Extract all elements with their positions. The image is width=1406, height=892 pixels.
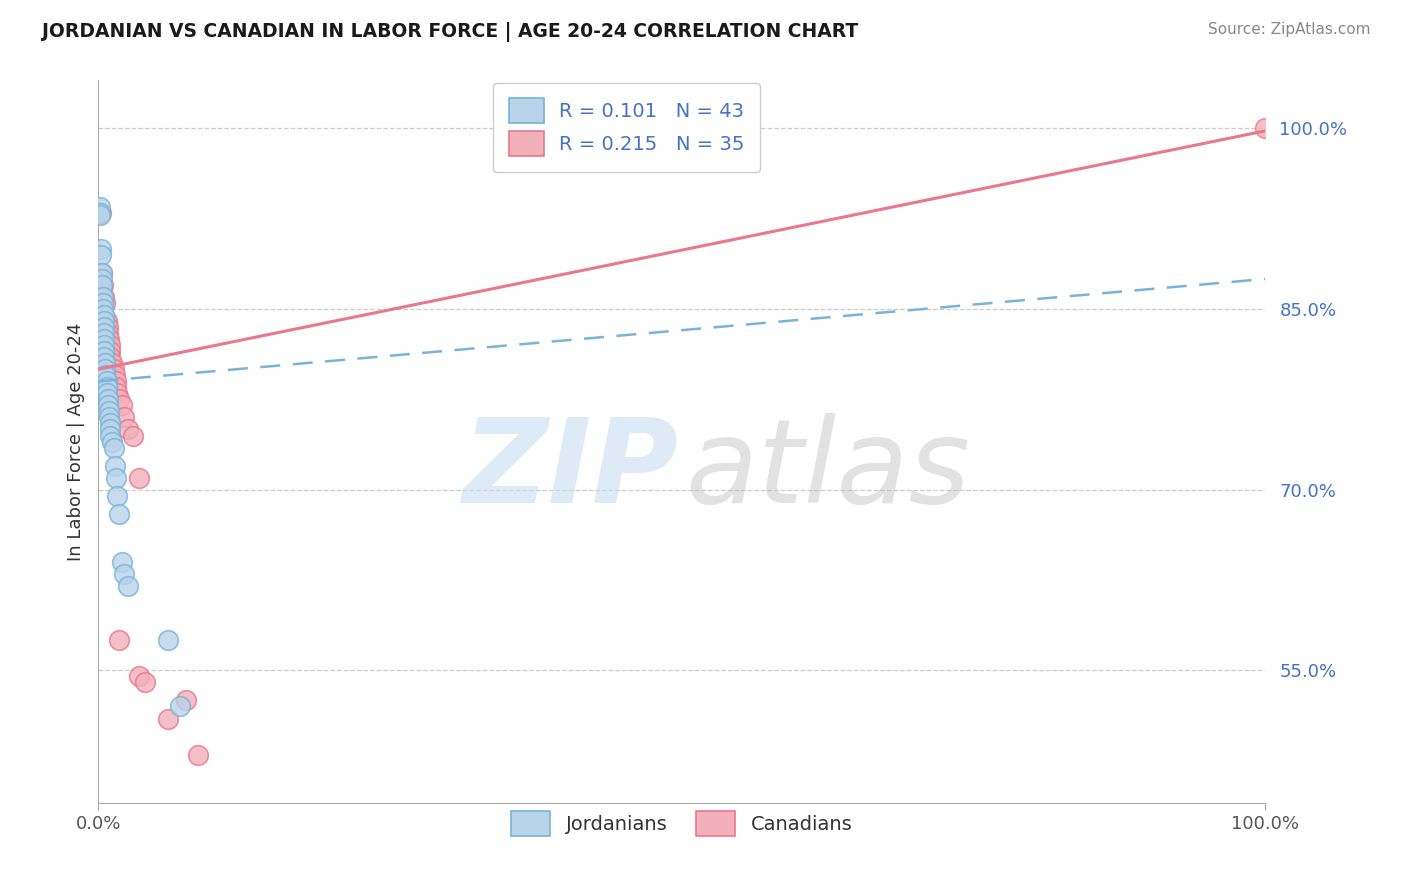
Point (128, 669, 150, 683)
Point (104, 471, 127, 485)
Point (1254, 121, 1277, 136)
Point (97, 404, 120, 418)
Y-axis label: In Labor Force | Age 20-24: In Labor Force | Age 20-24 (66, 322, 84, 561)
Point (105, 386, 128, 401)
Point (96, 386, 118, 401)
Point (91, 301, 114, 317)
Point (90, 278, 112, 293)
Point (91, 290, 114, 304)
Text: atlas: atlas (685, 413, 970, 527)
Point (89, 205, 111, 219)
Point (93, 332, 115, 346)
Point (98, 338, 121, 352)
Point (89, 208, 111, 222)
Point (97, 392, 120, 407)
Point (94, 368, 117, 383)
Point (103, 362, 125, 376)
Point (97, 398, 120, 412)
Text: ZIP: ZIP (463, 413, 679, 528)
Point (103, 441, 125, 455)
Point (96, 375, 118, 389)
Point (93, 320, 115, 334)
Point (93, 290, 115, 304)
Point (97, 332, 120, 346)
Point (104, 368, 127, 383)
Point (97, 320, 120, 334)
Point (94, 296, 117, 310)
Point (90, 205, 112, 219)
Point (169, 699, 191, 714)
Point (108, 507, 131, 521)
Legend: Jordanians, Canadians: Jordanians, Canadians (503, 803, 860, 844)
Point (117, 579, 139, 593)
Point (97, 410, 120, 425)
Point (104, 375, 127, 389)
Point (111, 398, 134, 412)
Point (108, 633, 131, 648)
Point (93, 350, 115, 364)
Point (112, 410, 135, 425)
Point (187, 747, 209, 762)
Point (98, 344, 121, 359)
Point (90, 272, 112, 286)
Point (104, 458, 127, 473)
Point (101, 356, 124, 370)
Point (89, 205, 111, 219)
Point (128, 471, 150, 485)
Point (94, 362, 117, 376)
Point (96, 314, 118, 328)
Point (104, 380, 127, 394)
Point (111, 555, 134, 569)
Point (93, 338, 115, 352)
Point (98, 417, 121, 431)
Point (134, 675, 156, 690)
Point (101, 434, 124, 449)
Point (97, 326, 120, 341)
Point (98, 350, 121, 364)
Point (96, 380, 118, 394)
Point (90, 242, 112, 256)
Point (89, 205, 111, 219)
Point (93, 314, 115, 328)
Point (89, 205, 111, 219)
Point (117, 423, 139, 437)
Point (122, 428, 145, 442)
Point (105, 489, 128, 503)
Point (91, 296, 114, 310)
Point (91, 278, 114, 293)
Point (157, 712, 180, 726)
Point (112, 567, 135, 582)
Point (90, 266, 112, 280)
Point (93, 326, 115, 341)
Point (108, 392, 131, 407)
Point (90, 248, 112, 262)
Point (89, 205, 111, 219)
Point (90, 266, 112, 280)
Point (98, 423, 121, 437)
Point (93, 344, 115, 359)
Point (94, 356, 117, 370)
Point (93, 308, 115, 322)
Text: Source: ZipAtlas.com: Source: ZipAtlas.com (1208, 22, 1371, 37)
Text: JORDANIAN VS CANADIAN IN LABOR FORCE | AGE 20-24 CORRELATION CHART: JORDANIAN VS CANADIAN IN LABOR FORCE | A… (42, 22, 859, 42)
Point (89, 200, 111, 214)
Point (98, 428, 121, 442)
Point (174, 693, 197, 707)
Point (157, 633, 180, 648)
